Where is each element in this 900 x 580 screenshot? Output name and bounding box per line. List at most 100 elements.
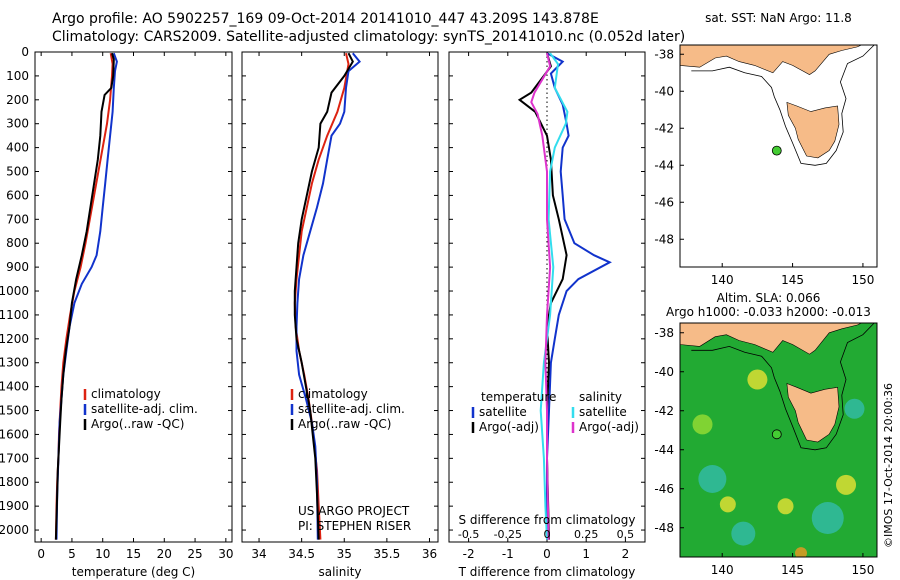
sla-anomaly [719,496,736,513]
annotation-text: PI: STEPHEN RISER [298,519,411,533]
sla-anomaly [747,369,768,390]
sla-anomaly [795,547,808,557]
legend-label: satellite [579,405,627,419]
sla-map: -38 -40 -42 -44 -46 -48 140 145 150 Altim. SLA: 0… [654,291,878,577]
map-title: sat. SST: NaN Argo: 11.8 [705,11,852,25]
map-background [680,323,877,557]
legend-label: Argo(-adj) [579,420,639,434]
map-title: Altim. SLA: 0.066 [717,291,821,305]
y-tick-label: 1000 [0,284,29,298]
y-tick-label: 500 [6,165,29,179]
annotation-text: US ARGO PROJECT [298,504,410,518]
sla-anomaly [698,465,727,493]
temperature-panel: 0100200300400500600700800900100011001200… [0,45,233,579]
legend-label: climatology [298,387,368,401]
series-line [55,52,118,540]
x-tick-label: 145 [781,273,804,287]
y-tick-label: -42 [654,404,674,418]
x-tick-label: 34.5 [288,547,315,561]
series-line [293,52,350,540]
s-tick-label: 0 [544,528,551,541]
s-tick-label: 0.25 [574,528,599,541]
figure-title-line1: Argo profile: AO 5902257_169 09-Oct-2014… [52,11,599,27]
legend-label: satellite [479,405,527,419]
x-tick-label: 15 [126,547,141,561]
legend-label: Argo(-adj) [479,420,539,434]
y-tick-label: -44 [654,443,674,457]
x-tick-label: 150 [851,273,874,287]
x-tick-label: 35 [337,547,352,561]
x-tick-label: 34 [251,547,266,561]
sst-map: -38 -40 -42 -44 -46 -48 140 145 150 sat. SST: NaN… [654,11,878,287]
x-tick-label: -2 [463,547,475,561]
series-line [530,52,552,540]
series-line [517,52,568,540]
x-tick-label: 0 [543,547,551,561]
x-tick-label: 25 [187,547,202,561]
legend-label: satellite-adj. clim. [91,402,198,416]
x-tick-label: 140 [711,563,734,577]
y-tick-label: 1100 [0,308,29,322]
legend-label: satellite-adj. clim. [298,402,405,416]
x-tick-label: 10 [95,547,110,561]
series-line [295,52,361,540]
y-tick-label: 1900 [0,499,29,513]
series-line [539,52,569,540]
y-tick-label: 1300 [0,356,29,370]
argo-position-marker [771,145,782,156]
y-tick-label: -46 [654,482,674,496]
y-tick-label: 0 [21,45,29,59]
y-tick-label: -40 [654,365,674,379]
sla-anomaly [777,498,794,515]
y-tick-label: 1800 [0,475,29,489]
salinity-panel: 34 34.5 35 35.5 36 salinity climatologysatelli… [241,51,439,579]
shelf-contour [691,45,875,166]
legend-header: salinity [579,390,622,404]
series-line [54,53,114,540]
x-tick-label: 35.5 [374,547,401,561]
y-tick-label: 700 [6,212,29,226]
map-frame [679,44,878,268]
sla-anomaly [731,521,756,546]
x-tick-label: 30 [218,547,233,561]
s-axis-label: S difference from climatology [459,513,636,527]
x-tick-label: 145 [781,563,804,577]
tasmania-land [786,383,840,443]
series-line [54,52,115,540]
shelf-contour [691,323,875,451]
x-tick-label: 140 [711,273,734,287]
map-content [680,323,877,557]
x-tick-label: 150 [851,563,874,577]
mainland-land [680,45,862,75]
difference-panel: -2 -1 0 1 2 T difference from climatology -0.5… [448,51,646,579]
y-tick-label: 800 [6,236,29,250]
legend-header: temperature [481,390,556,404]
x-axis-label: T difference from climatology [458,565,636,579]
map-frame [679,322,878,558]
sla-anomaly [692,414,713,435]
s-tick-label: -0.25 [494,528,522,541]
legend-label: Argo(..raw -QC) [298,417,391,431]
sla-anomaly [836,474,857,495]
map-title: Argo h1000: -0.033 h2000: -0.013 [666,305,871,319]
y-tick-label: -38 [654,47,674,61]
panel-frame [241,51,439,543]
y-tick-label: 100 [6,69,29,83]
panel-frame [34,51,233,543]
x-axis-label: temperature (deg C) [72,565,195,579]
argo-position-marker [771,429,782,440]
s-tick-label: -0.5 [458,528,479,541]
y-tick-label: -42 [654,121,674,135]
legend-label: climatology [91,387,161,401]
x-tick-label: 0 [37,547,45,561]
y-tick-label: 2000 [0,523,29,537]
sla-anomaly [844,398,865,419]
map-background [680,45,877,267]
y-tick-label: 1500 [0,404,29,418]
x-tick-label: 20 [157,547,172,561]
credit-text: ©IMOS 17-Oct-2014 20:00:36 [882,383,895,548]
y-tick-label: 900 [6,260,29,274]
y-tick-label: -40 [654,84,674,98]
x-axis-label: salinity [318,565,361,579]
y-tick-label: 1700 [0,451,29,465]
